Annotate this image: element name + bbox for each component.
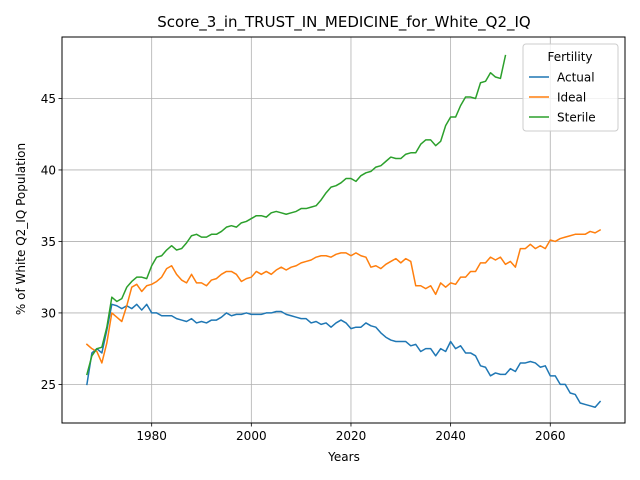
- chart-title: Score_3_in_TRUST_IN_MEDICINE_for_White_Q…: [157, 13, 530, 32]
- series-line-sterile: [87, 56, 506, 375]
- series-line-ideal: [87, 230, 600, 363]
- y-axis-ticks: 25 30 35 40 45: [41, 92, 62, 392]
- x-tick-label: 2040: [435, 429, 466, 443]
- legend: Fertility Actual Ideal Sterile: [523, 44, 618, 131]
- legend-title: Fertility: [547, 50, 592, 64]
- x-tick-label: 2020: [336, 429, 367, 443]
- legend-label-actual: Actual: [557, 71, 595, 85]
- x-tick-label: 1980: [136, 429, 167, 443]
- x-axis-label: Years: [327, 450, 360, 464]
- legend-label-ideal: Ideal: [557, 91, 586, 105]
- y-tick-label: 25: [41, 378, 56, 392]
- x-tick-label: 2060: [535, 429, 566, 443]
- y-tick-label: 30: [41, 306, 56, 320]
- y-tick-label: 40: [41, 163, 56, 177]
- y-tick-label: 35: [41, 235, 56, 249]
- legend-label-sterile: Sterile: [557, 111, 596, 125]
- series-line-actual: [87, 304, 600, 407]
- y-tick-label: 45: [41, 92, 56, 106]
- x-axis-ticks: 1980 2000 2020 2040 2060: [136, 423, 565, 443]
- y-axis-label: % of White Q2_IQ Population: [14, 143, 28, 315]
- x-tick-label: 2000: [236, 429, 267, 443]
